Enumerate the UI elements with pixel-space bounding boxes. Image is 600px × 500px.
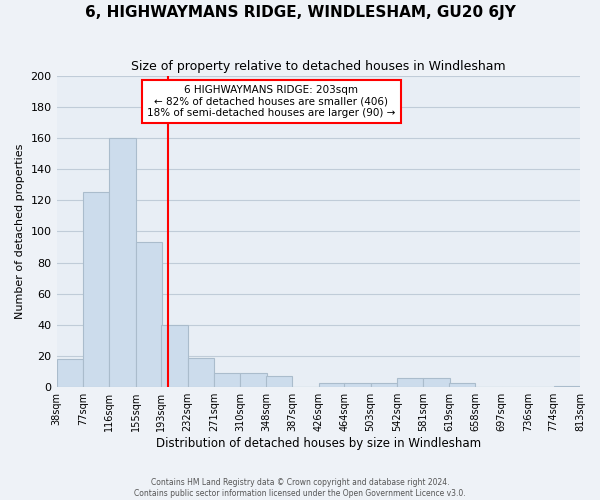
Bar [319,382,345,387]
Bar [397,378,424,387]
Text: 6 HIGHWAYMANS RIDGE: 203sqm
← 82% of detached houses are smaller (406)
18% of se: 6 HIGHWAYMANS RIDGE: 203sqm ← 82% of det… [147,85,395,118]
Bar [83,192,109,387]
Bar [344,382,371,387]
Bar [161,325,188,387]
Bar [240,373,266,387]
Bar [188,358,214,387]
Bar [109,138,136,387]
Text: Contains HM Land Registry data © Crown copyright and database right 2024.
Contai: Contains HM Land Registry data © Crown c… [134,478,466,498]
Bar [214,373,240,387]
X-axis label: Distribution of detached houses by size in Windlesham: Distribution of detached houses by size … [156,437,481,450]
Bar [56,359,83,387]
Text: 6, HIGHWAYMANS RIDGE, WINDLESHAM, GU20 6JY: 6, HIGHWAYMANS RIDGE, WINDLESHAM, GU20 6… [85,5,515,20]
Y-axis label: Number of detached properties: Number of detached properties [15,144,25,319]
Bar [371,382,397,387]
Title: Size of property relative to detached houses in Windlesham: Size of property relative to detached ho… [131,60,506,73]
Bar [554,386,580,387]
Bar [266,376,292,387]
Bar [449,382,475,387]
Bar [424,378,449,387]
Bar [136,242,162,387]
